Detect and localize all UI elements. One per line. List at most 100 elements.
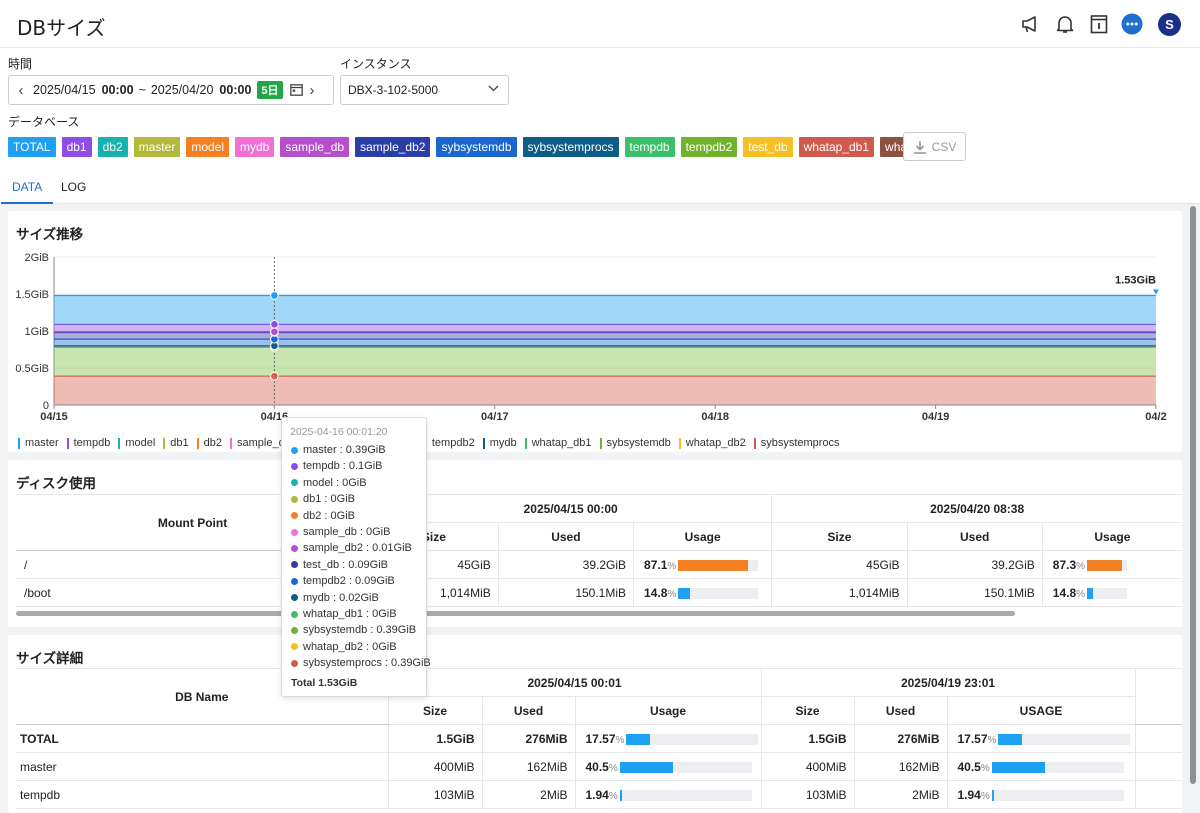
horizontal-scrollbar[interactable] <box>16 611 1015 616</box>
database-chip[interactable]: mydb <box>235 137 275 157</box>
legend-item[interactable]: whatap_db2 <box>678 437 746 449</box>
db-name: tempdb <box>16 780 388 809</box>
database-chip[interactable]: model <box>186 137 230 157</box>
x-tick-label: 04/18 <box>701 411 729 423</box>
size-detail-panel: サイズ詳細 DB Name 2025/04/15 00:01 2025/04/1… <box>8 635 1182 813</box>
bell-icon[interactable] <box>1054 13 1076 35</box>
usage-cell: 14.8% <box>633 578 772 607</box>
legend-item[interactable]: whatap_db1 <box>524 437 592 449</box>
avatar[interactable]: S <box>1158 13 1181 36</box>
tooltip-row: test_db : 0.09GiB <box>291 559 388 571</box>
database-label: データベース <box>8 115 80 129</box>
legend-item[interactable]: tempdb2 <box>424 437 475 449</box>
date-to[interactable]: 2025/04/20 <box>150 83 214 97</box>
legend-item[interactable]: mydb <box>482 437 517 449</box>
usage-percent-value: 1.94 <box>957 787 981 802</box>
tooltip-row: db1 : 0GiB <box>291 493 355 505</box>
chevron-right-icon[interactable]: › <box>309 81 315 99</box>
date-from[interactable]: 2025/04/15 <box>33 83 96 97</box>
table-row[interactable]: TOTAL 1.5GiB 276MiB 17.57% 1.5GiB 276MiB 17.57… <box>16 724 1182 753</box>
database-chip[interactable]: test_db <box>743 137 793 157</box>
database-chip[interactable]: whatap_db1 <box>798 137 875 157</box>
usage-cell: 40.5% <box>946 752 1135 781</box>
empty-cell <box>1134 752 1182 781</box>
instance-select[interactable]: DBX-3-102-5000 <box>340 75 509 105</box>
vertical-scrollbar[interactable] <box>1190 206 1196 784</box>
legend-label: mydb <box>489 437 517 449</box>
tab-log[interactable]: LOG <box>61 180 87 194</box>
chat-icon[interactable] <box>1121 13 1143 35</box>
legend-label: sybsystemdb <box>606 437 671 449</box>
legend-item[interactable]: sybsystemdb <box>599 437 671 449</box>
legend-item[interactable]: master <box>18 437 59 449</box>
y-tick-label: 1GiB <box>25 326 49 338</box>
tooltip-text: mydb : 0.02GiB <box>303 591 379 604</box>
used-value: 150.1MiB <box>906 578 1043 607</box>
tooltip-dot <box>291 577 298 585</box>
percent-unit: % <box>608 762 618 774</box>
hover-marker <box>270 320 279 329</box>
info-panel-icon[interactable] <box>1088 13 1110 35</box>
tooltip-total: Total 1.53GiB <box>291 677 358 689</box>
legend-marker <box>482 437 485 449</box>
legend-item[interactable]: model <box>118 437 155 449</box>
usage-bar-fill <box>678 559 748 571</box>
time-to[interactable]: 00:00 <box>219 83 252 97</box>
tab-data[interactable]: DATA <box>1 176 54 204</box>
legend-label: master <box>25 437 59 449</box>
percent-unit: % <box>615 734 625 746</box>
table-row[interactable]: /45GiB 39.2GiB 87.1% 45GiB 39.2GiB 87.3% <box>16 550 1182 579</box>
tooltip-text: sybsystemdb : 0.39GiB <box>303 624 417 637</box>
instance-select-value: DBX-3-102-5000 <box>348 83 439 97</box>
chevron-left-icon[interactable]: ‹ <box>18 81 24 99</box>
database-chip[interactable]: db1 <box>61 137 92 157</box>
legend-marker <box>196 437 199 449</box>
table-row[interactable]: /boot 1,014MiB 150.1MiB 14.8% 1,014MiB 150.1M… <box>16 578 1182 607</box>
legend-label: tempdb2 <box>431 437 475 449</box>
legend-item[interactable]: tempdb <box>66 437 111 449</box>
size-value: 103MiB <box>387 780 482 809</box>
y-tick-label: 2GiB <box>25 252 49 264</box>
used-header: Used <box>906 522 1043 551</box>
database-chip[interactable]: sybsystemdb <box>436 137 517 157</box>
legend-item[interactable]: db1 <box>163 437 189 449</box>
time-from[interactable]: 00:00 <box>101 83 134 97</box>
legend-item[interactable]: db2 <box>196 437 223 449</box>
database-chip[interactable]: TOTAL <box>8 137 56 157</box>
csv-export-button[interactable]: CSV <box>903 132 966 161</box>
database-chip[interactable]: sample_db2 <box>355 137 431 157</box>
tooltip-dot <box>291 528 298 536</box>
usage-bar <box>678 587 759 599</box>
database-chip[interactable]: db2 <box>97 137 128 157</box>
database-chip[interactable]: master <box>133 137 181 157</box>
legend-label: tempdb <box>73 437 111 449</box>
period1-header: 2025/04/15 00:00 <box>369 494 772 523</box>
used-value: 2MiB <box>481 780 575 809</box>
legend-item[interactable]: sybsystemprocs <box>753 437 840 449</box>
table-row[interactable]: tempdb 103MiB 2MiB 1.94% 103MiB 2MiB 1.94% <box>16 780 1182 809</box>
tooltip-text: whatap_db2 : 0GiB <box>303 640 397 653</box>
y-tick-label: 0 <box>43 400 49 412</box>
hover-marker <box>270 291 279 300</box>
table-row[interactable]: master 400MiB 162MiB 40.5% 400MiB 162MiB 40.5% <box>16 752 1182 781</box>
size-value: 1.5GiB <box>387 724 482 753</box>
tooltip-text: tempdb : 0.1GiB <box>303 460 383 473</box>
database-chip[interactable]: sample_db <box>280 137 350 157</box>
megaphone-icon[interactable] <box>1020 13 1042 35</box>
legend-label: db2 <box>203 437 223 449</box>
tooltip-dot <box>291 544 298 552</box>
tooltip-row: whatap_db1 : 0GiB <box>291 608 397 620</box>
usage-percent-value: 14.8 <box>1052 585 1077 600</box>
size-trend-title: サイズ推移 <box>16 227 84 243</box>
usage-cell: 14.8% <box>1041 578 1182 607</box>
tooltip-text: sample_db2 : 0.01GiB <box>303 542 412 555</box>
legend-item[interactable]: sample_db <box>230 437 291 449</box>
usage-bar <box>1087 587 1128 599</box>
database-chip[interactable]: sybsystemprocs <box>522 137 619 157</box>
tooltip-text: master : 0.39GiB <box>303 444 386 456</box>
hover-marker <box>270 371 279 381</box>
database-chip[interactable]: tempdb2 <box>680 137 738 157</box>
calendar-icon[interactable] <box>289 84 303 96</box>
database-chip[interactable]: tempdb <box>624 137 675 157</box>
